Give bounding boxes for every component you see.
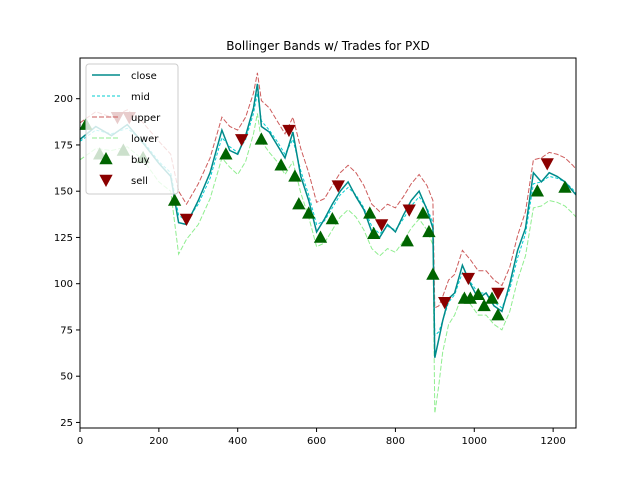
series-line-mid [80,93,576,337]
sell-marker [438,296,452,310]
marker-layer [79,111,572,321]
series-line-upper [80,72,576,309]
legend-swatch-sell [99,174,113,187]
legend-label-buy: buy [131,155,150,166]
buy-marker [302,206,316,219]
legend-label-upper: upper [131,113,161,124]
buy-marker [325,211,339,225]
sell-marker [402,204,416,217]
buy-marker [477,298,491,312]
buy-marker [426,267,440,280]
y-tick-label: 50 [60,372,73,383]
series-line-lower [80,113,576,414]
sell-marker [461,272,476,286]
buy-marker [288,169,302,182]
series-layer [80,72,576,414]
buy-marker [485,291,499,304]
buy-marker [463,291,477,304]
legend-swatch-buy [99,152,113,165]
buy-marker [292,197,306,210]
x-tick-label: 1200 [540,436,565,447]
buy-marker [530,184,545,197]
buy-marker [313,230,328,243]
legend-label-lower: lower [131,134,159,145]
y-tick-label: 200 [54,94,73,105]
x-tick-label: 1000 [462,436,487,447]
series-line-close [80,83,576,358]
x-tick-label: 600 [307,436,326,447]
y-axis: 25 50 75 100 125 150 175 200 [54,94,80,429]
x-tick-label: 800 [386,436,405,447]
buy-marker [471,287,485,301]
buy-marker [422,224,436,238]
y-tick-label: 75 [60,325,73,336]
plot-frame [79,57,577,429]
buy-marker [400,234,414,247]
buy-marker [219,147,233,160]
buy-marker [491,308,505,321]
legend-label-close: close [131,71,157,82]
sell-marker [282,124,296,138]
buy-marker [363,206,377,219]
legend-box [85,63,179,195]
sell-marker [331,180,345,193]
y-tick-label: 100 [54,279,73,290]
y-tick-label: 25 [60,418,73,429]
x-tick-label: 0 [77,436,83,447]
y-tick-label: 150 [54,187,73,198]
y-tick-label: 175 [54,140,73,151]
sell-marker [235,134,249,147]
buy-marker [416,206,430,219]
sell-marker [374,219,389,232]
legend: close mid upper lower buy sell [85,63,179,195]
sell-marker [179,213,194,226]
sell-marker [491,287,505,300]
legend-label-mid: mid [131,92,150,103]
x-axis: 0 200 400 600 800 1000 1200 [77,428,566,447]
buy-marker [367,226,381,239]
y-tick-label: 125 [54,233,73,244]
x-tick-label: 400 [228,436,247,447]
x-tick-label: 200 [149,436,168,447]
buy-marker [274,158,288,171]
buy-marker [558,180,572,193]
buy-marker [167,193,182,206]
chart-title: Bollinger Bands w/ Trades for PXD [226,39,429,53]
sell-marker [540,158,554,171]
buy-marker [254,132,269,145]
legend-label-sell: sell [131,176,148,187]
